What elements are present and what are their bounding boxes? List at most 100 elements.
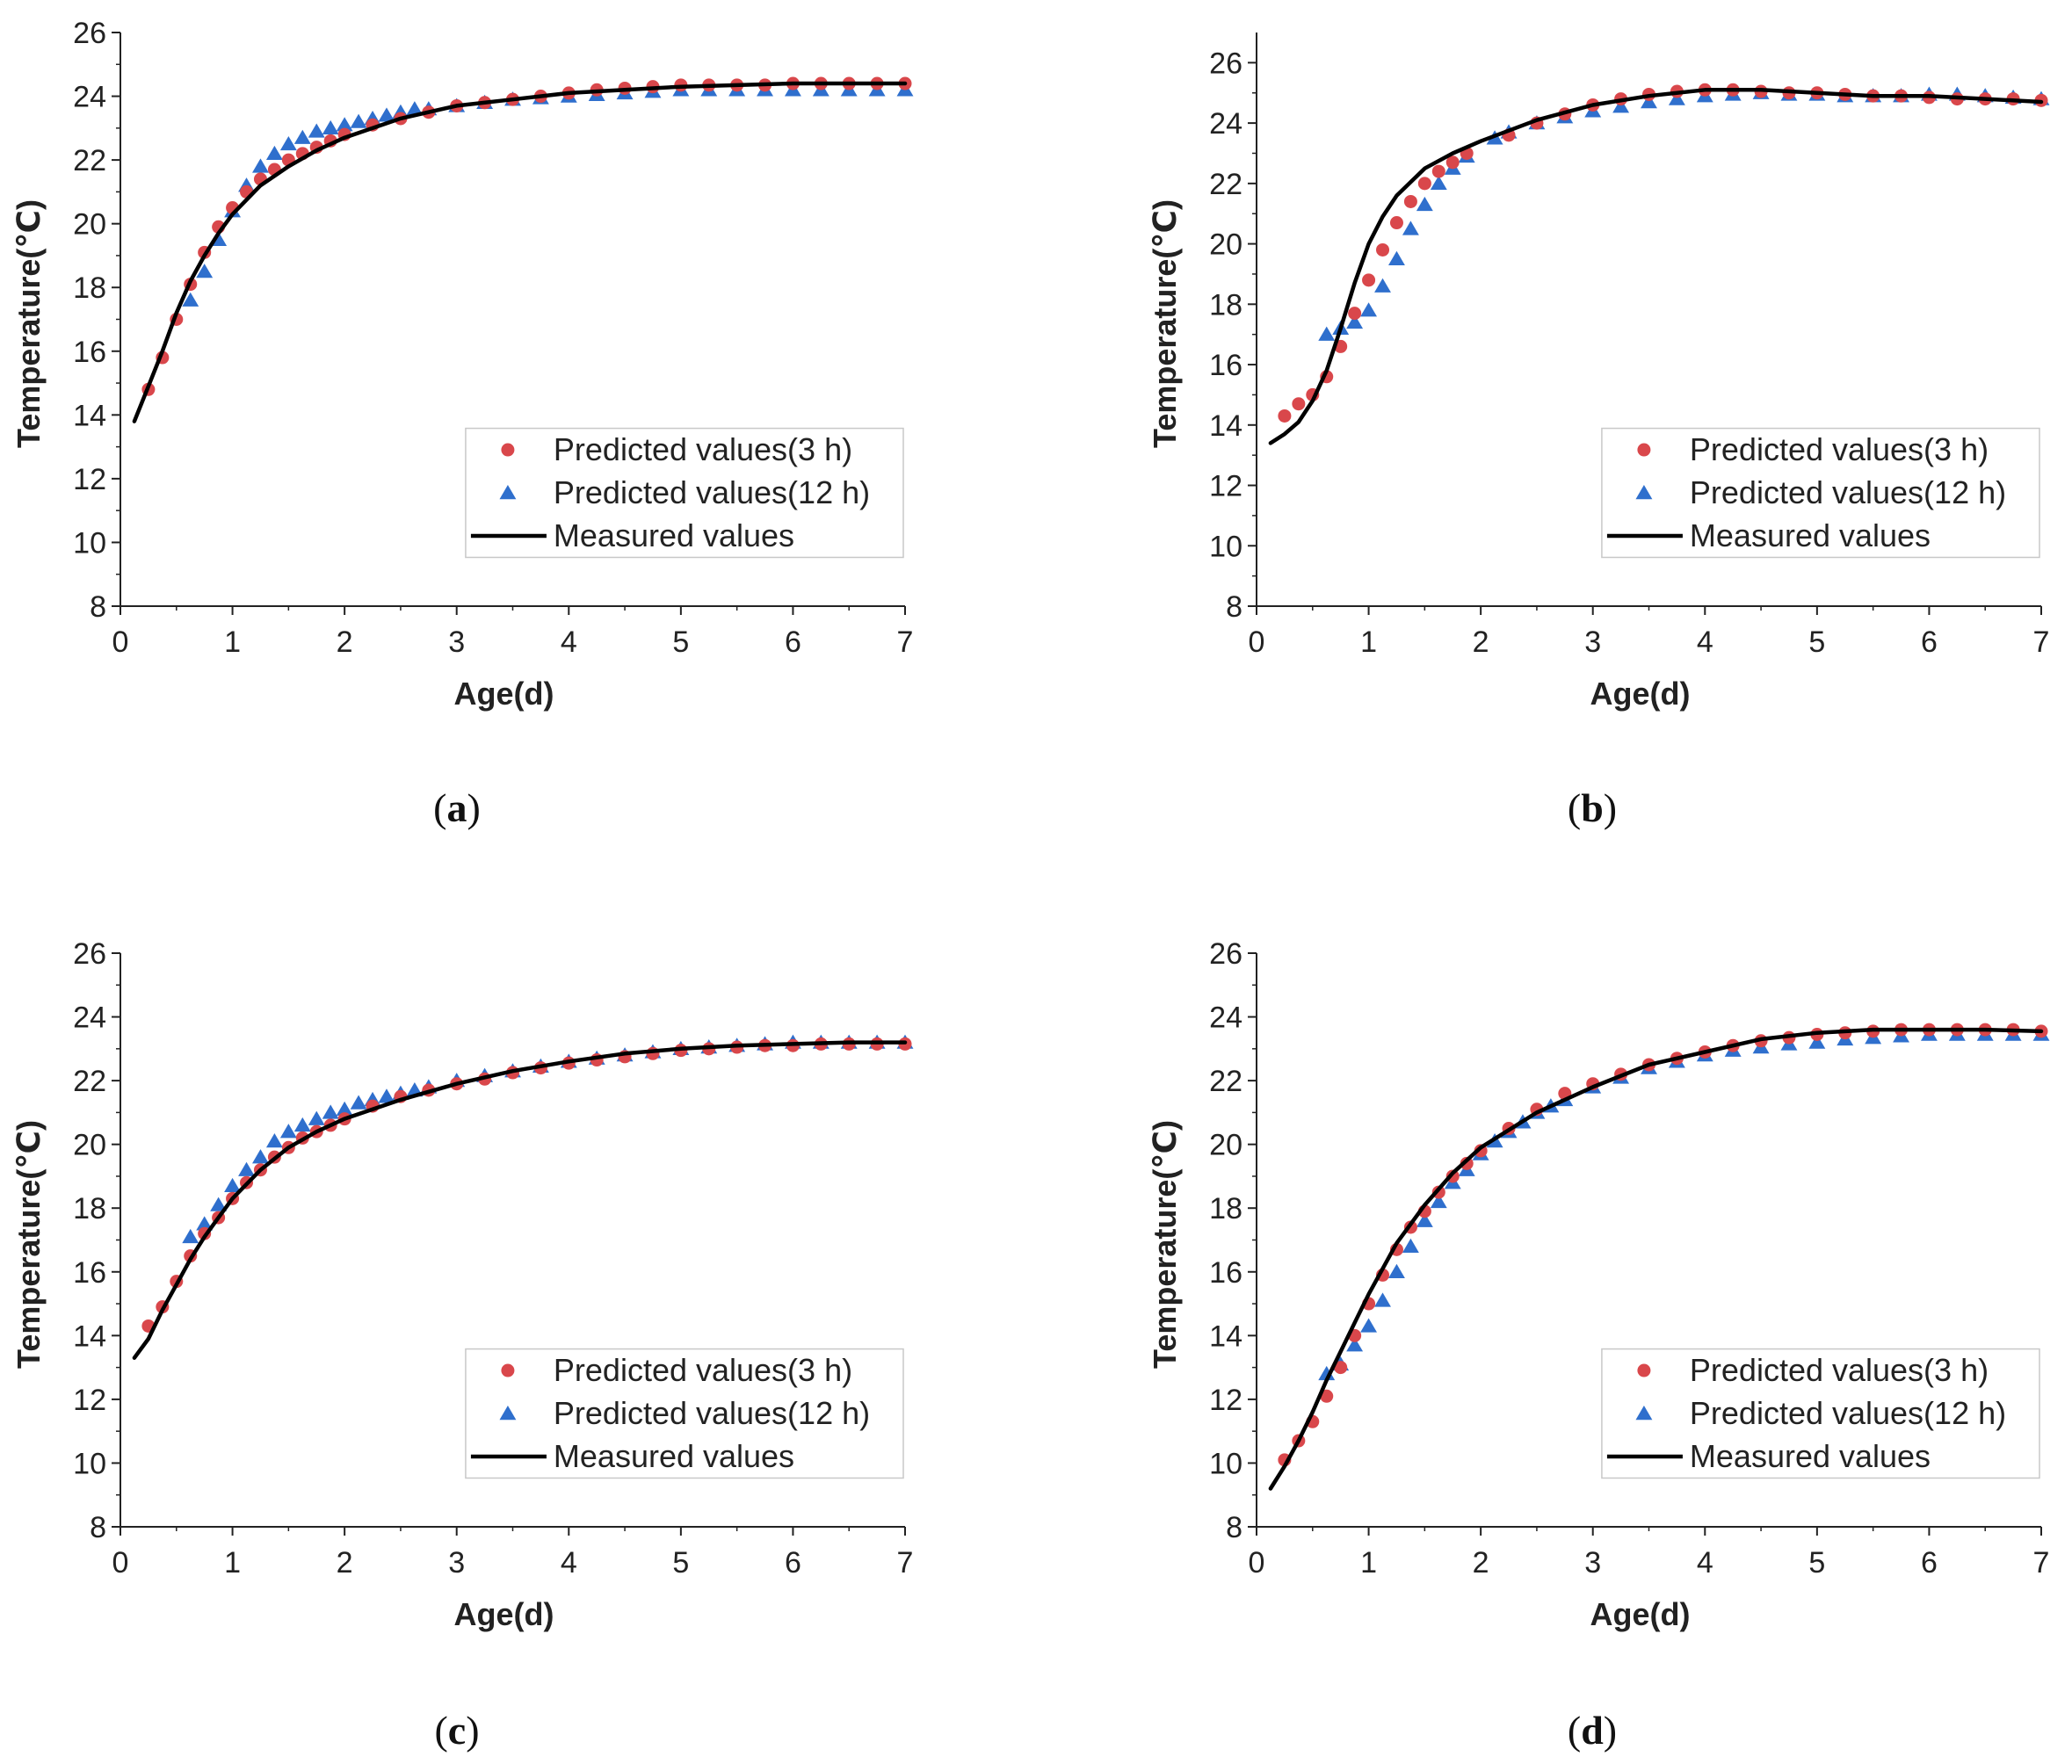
data-point-12h [1402, 1238, 1419, 1253]
x-tick-label: 7 [897, 1546, 914, 1580]
series-predicted-3h [1278, 1023, 2048, 1467]
legend-marker-12h [1635, 485, 1653, 500]
x-tick-label: 6 [785, 1546, 801, 1580]
legend-marker-3h [501, 1363, 515, 1377]
x-tick-label: 4 [1697, 625, 1713, 659]
data-point-3h [1460, 1156, 1474, 1170]
legend-label: Measured values [1690, 1438, 1931, 1474]
data-point-12h [1416, 196, 1433, 212]
data-point-12h [378, 1088, 395, 1103]
legend-label: Measured values [554, 517, 794, 553]
x-tick-label: 5 [672, 1546, 689, 1580]
data-point-12h [279, 1124, 297, 1139]
x-tick-label: 6 [1921, 1546, 1938, 1580]
data-point-12h [182, 292, 199, 307]
data-point-12h [308, 123, 325, 138]
x-tick-label: 3 [1584, 625, 1601, 659]
data-point-12h [196, 264, 214, 278]
y-tick-label: 16 [1209, 1256, 1242, 1290]
data-point-12h [308, 1110, 325, 1125]
legend-marker-3h [501, 443, 515, 457]
y-tick-label: 22 [1209, 168, 1242, 201]
data-point-12h [1668, 90, 1685, 105]
legend-label: Predicted values(3 h) [1690, 431, 1989, 467]
x-axis-title: Age(d) [454, 1596, 554, 1632]
legend: Predicted values(3 h) Predicted values(12… [465, 1348, 904, 1479]
y-tick-label: 10 [73, 1447, 106, 1480]
y-tick-label: 18 [1209, 288, 1242, 322]
y-tick-label: 12 [73, 1384, 106, 1417]
y-tick-label: 10 [73, 526, 106, 560]
x-tick-label: 5 [1808, 1546, 1825, 1580]
data-point-12h [238, 1161, 255, 1176]
y-tick-label: 16 [1209, 349, 1242, 382]
data-point-12h [279, 135, 297, 151]
data-point-12h [1388, 250, 1405, 265]
y-tick-label: 20 [1209, 1129, 1242, 1162]
y-tick-label: 8 [90, 1511, 106, 1544]
x-tick-label: 7 [2033, 625, 2050, 659]
y-tick-label: 24 [1209, 1001, 1242, 1035]
data-point-12h [293, 1117, 311, 1132]
data-point-12h [196, 1216, 214, 1231]
series-measured-line [1268, 88, 2044, 445]
data-point-12h [265, 145, 283, 161]
x-tick-label: 3 [448, 625, 465, 659]
panel-caption-part: ) [1604, 785, 1617, 830]
x-tick-label: 2 [337, 625, 353, 659]
panel-caption-d: (d) [1568, 1708, 1617, 1753]
chart-panel-d: 0 1 2 3 4 5 6 78101214161820222426Age(d)Tempera… [1147, 937, 2049, 1632]
legend-label: Predicted values(3 h) [554, 1352, 852, 1388]
x-tick-label: 5 [672, 625, 689, 659]
panel-caption-a: (a) [433, 785, 481, 830]
data-point-3h [1431, 164, 1445, 178]
y-tick-label: 10 [1209, 1447, 1242, 1480]
data-point-12h [265, 1133, 283, 1148]
y-tick-label: 14 [1209, 409, 1242, 443]
series-predicted-3h [1278, 83, 2048, 423]
data-point-12h [350, 1095, 367, 1110]
legend-label: Measured values [1690, 517, 1931, 553]
data-point-12h [224, 1177, 242, 1193]
legend-label: Predicted values(3 h) [554, 431, 852, 467]
y-tick-label: 18 [1209, 1192, 1242, 1225]
panel-caption-part: ) [466, 1708, 479, 1753]
data-point-12h [1641, 94, 1657, 109]
x-axis-title: Age(d) [454, 676, 554, 712]
data-point-12h [1612, 98, 1630, 113]
data-point-12h [350, 113, 367, 128]
y-axis-title: Temperature(℃) [11, 199, 47, 448]
x-tick-label: 7 [897, 625, 914, 659]
data-point-3h [1403, 194, 1417, 208]
legend: Predicted values(3 h) Predicted values(12… [1601, 1348, 2040, 1479]
data-point-3h [1334, 1361, 1348, 1375]
y-tick-label: 8 [90, 590, 106, 624]
y-tick-label: 24 [73, 81, 106, 114]
data-point-12h [378, 107, 395, 122]
data-point-12h [1346, 1337, 1364, 1352]
data-point-12h [1318, 326, 1336, 341]
panel-caption-part: ) [1604, 1708, 1617, 1753]
y-axis-title: Temperature(℃) [1147, 199, 1183, 448]
y-tick-label: 20 [73, 1129, 106, 1162]
data-point-12h [336, 117, 353, 132]
panel-caption-part: b [1581, 785, 1604, 830]
x-tick-label: 2 [1473, 625, 1489, 659]
series-measured-line [132, 81, 908, 423]
data-point-12h [1430, 1193, 1447, 1209]
y-tick-label: 14 [73, 399, 106, 432]
chart-panel-b: 0 1 2 3 4 5 6 78101214161820222426Age(d)Tempera… [1147, 33, 2049, 712]
y-tick-label: 20 [73, 208, 106, 242]
series-measured-line [132, 1040, 908, 1360]
data-point-12h [182, 1228, 199, 1244]
chart-panel-a: 0 1 2 3 4 5 6 78101214161820222426Age(d)Tempera… [11, 17, 913, 712]
legend-marker-3h [1637, 1363, 1651, 1377]
legend-marker-12h [499, 485, 517, 500]
series-measured-line [1268, 1027, 2044, 1491]
y-tick-label: 26 [73, 937, 106, 971]
x-axis-title: Age(d) [1590, 676, 1691, 712]
x-tick-label: 3 [448, 1546, 465, 1580]
legend-marker-12h [499, 1406, 517, 1421]
data-point-12h [1374, 278, 1391, 293]
